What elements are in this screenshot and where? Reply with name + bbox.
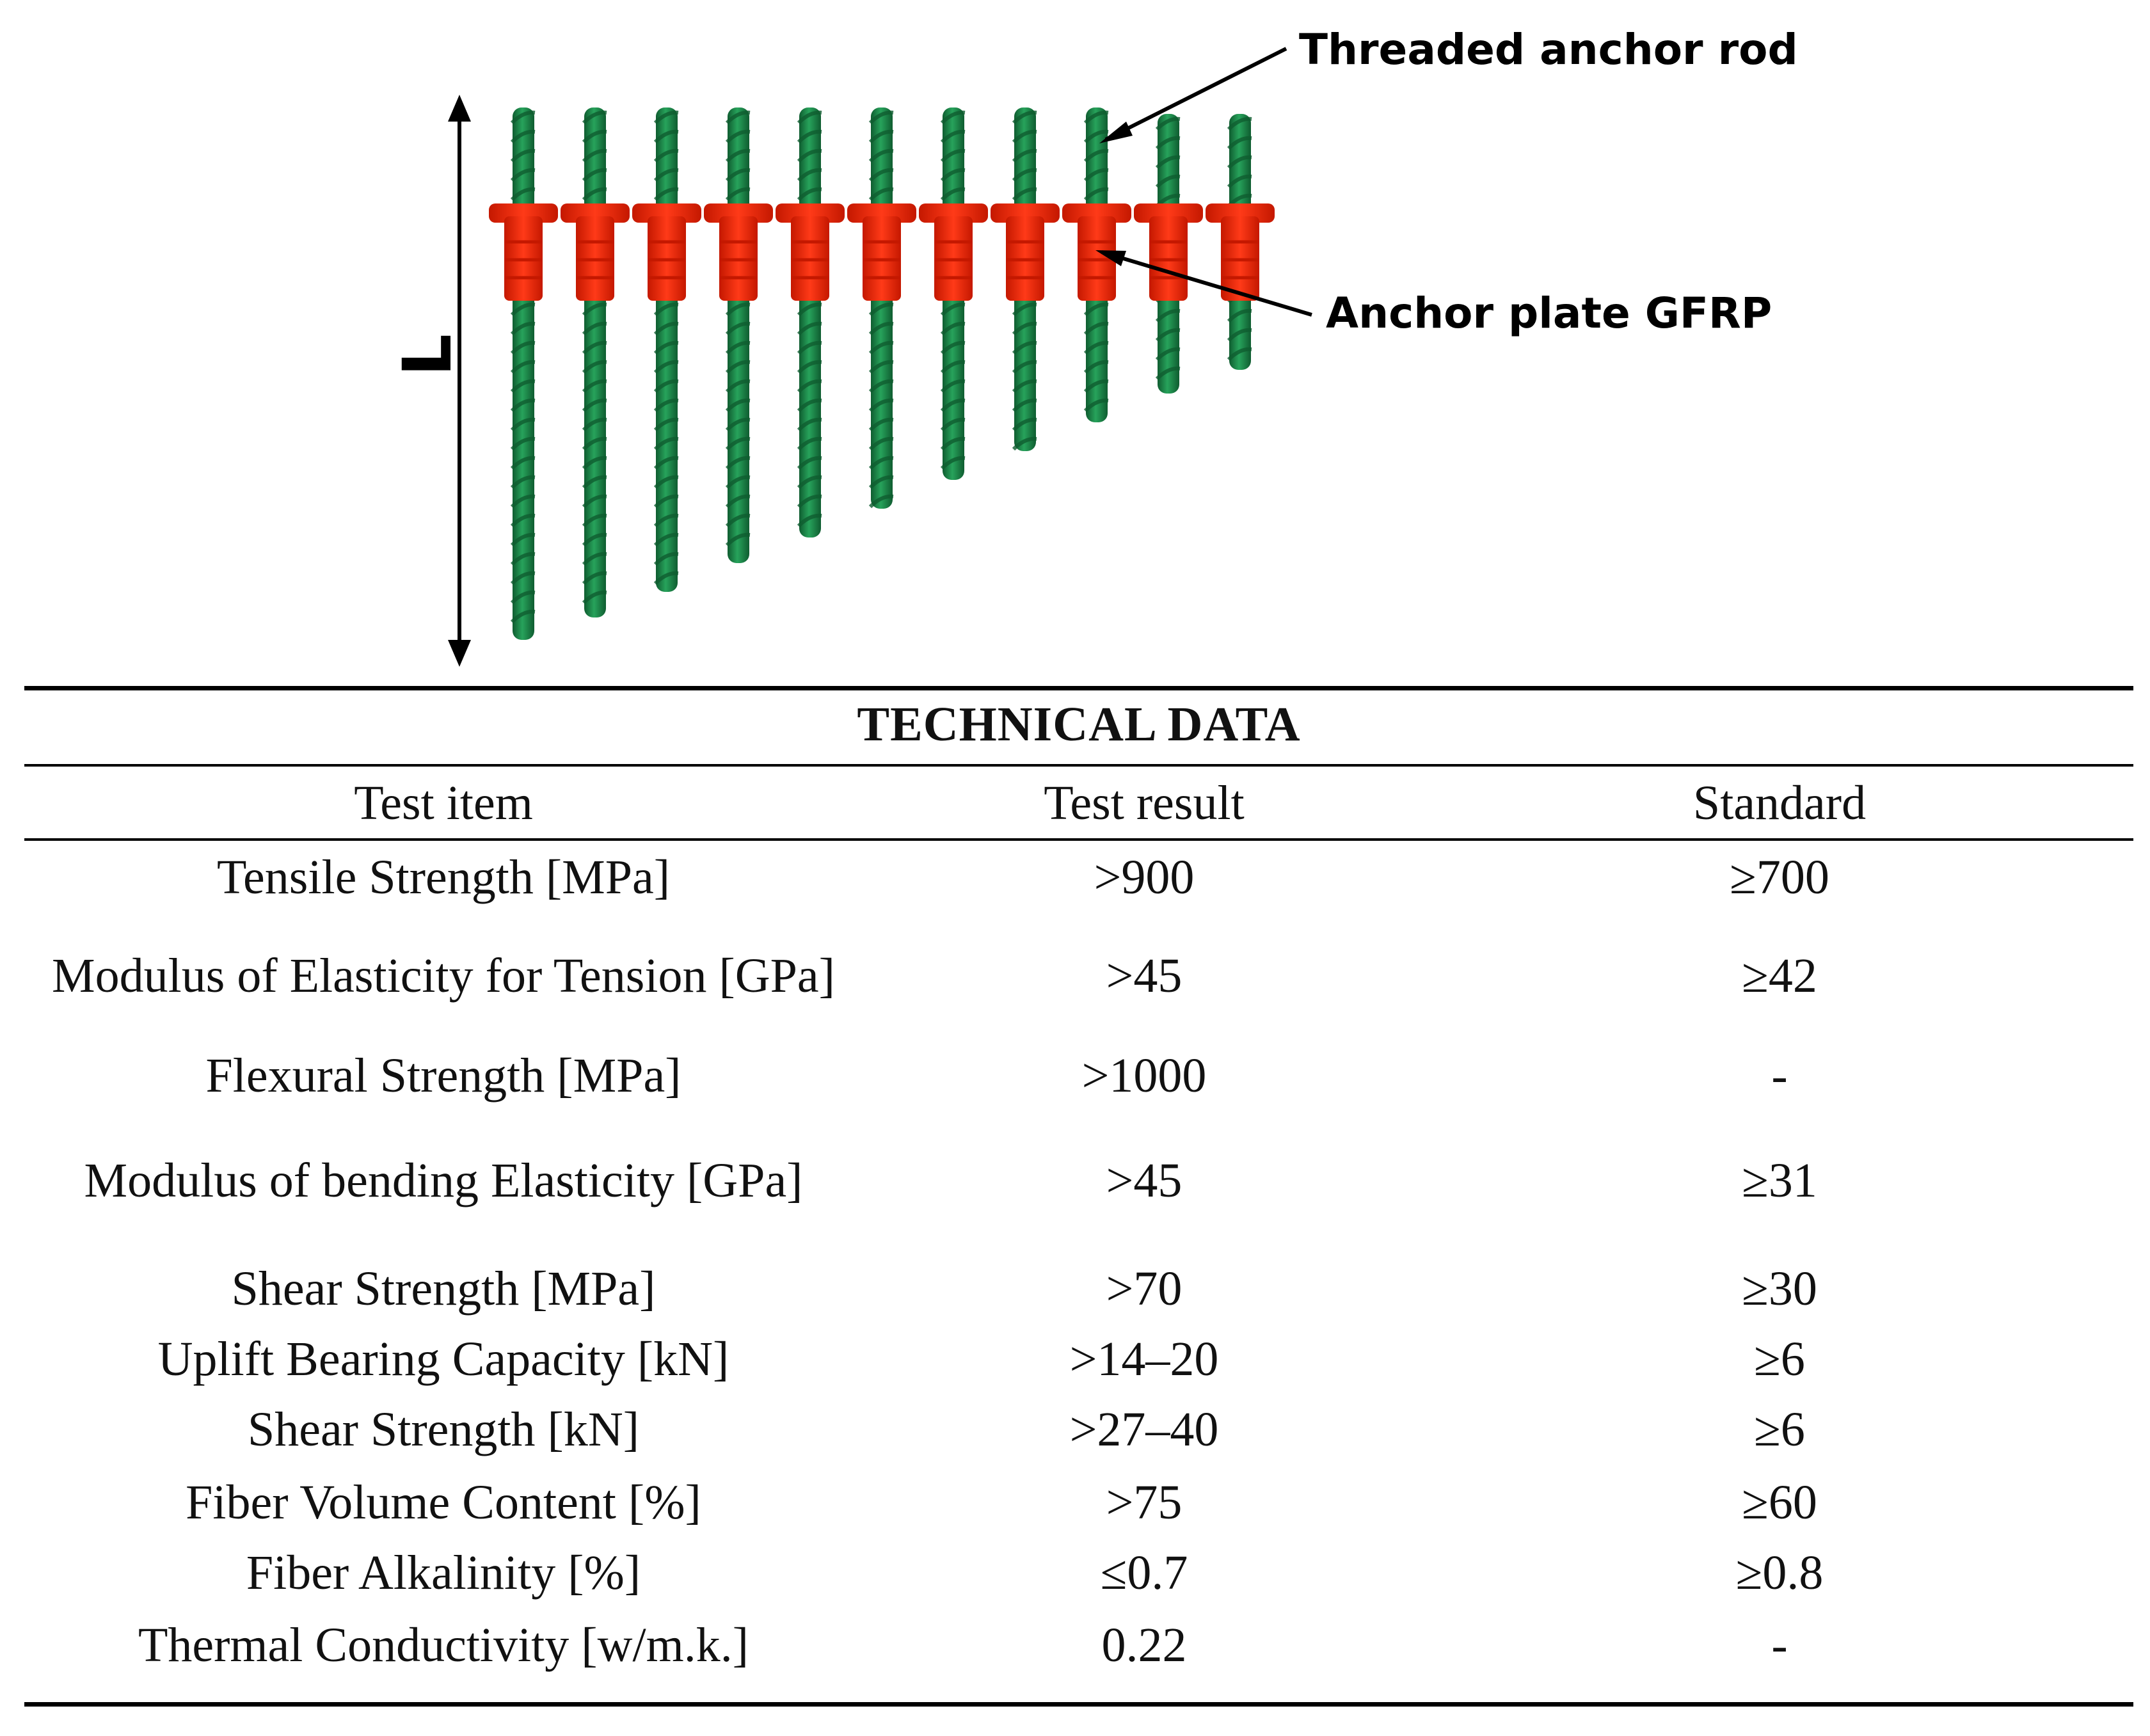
table-top-rule <box>24 686 2133 690</box>
threaded-rod <box>725 108 751 563</box>
cell-test-result: >27–40 <box>1069 1403 1219 1456</box>
cell-test-item: Tensile Strength [MPa] <box>216 850 671 904</box>
cell-test-item: Thermal Conductivity [w/m.k.] <box>138 1618 749 1672</box>
cell-standard: ≥60 <box>1742 1476 1817 1529</box>
dimension-label-l: L <box>388 334 466 376</box>
rod-callout-arrowhead <box>1099 122 1133 143</box>
anchor-rod-illustration: L Threaded anchor rod Anchor plate GFRP <box>0 0 2150 678</box>
anchor-plate <box>632 203 701 301</box>
cell-test-result: >75 <box>1106 1476 1182 1529</box>
cell-standard: ≥31 <box>1742 1154 1817 1207</box>
plate-callout-line <box>1101 250 1312 317</box>
threaded-rod <box>653 108 679 592</box>
anchor-plate <box>704 203 773 301</box>
threaded-rod <box>582 108 607 617</box>
cell-test-result: >70 <box>1106 1262 1182 1316</box>
anchor-plate <box>489 203 558 301</box>
rod-callout-line <box>1104 47 1287 141</box>
rod-callout-label: Threaded anchor rod <box>1299 25 1798 74</box>
cell-test-item: Modulus of Elasticity for Tension [GPa] <box>52 949 835 1003</box>
cell-test-item: Uplift Bearing Capacity [kN] <box>157 1332 729 1386</box>
cell-test-result: ≤0.7 <box>1100 1546 1188 1600</box>
header-test-result: Test result <box>1044 776 1245 830</box>
plate-callout-label: Anchor plate GFRP <box>1326 289 1772 338</box>
cell-test-item: Fiber Alkalinity [%] <box>246 1546 641 1600</box>
cell-test-item: Flexural Strength [MPa] <box>205 1049 681 1103</box>
header-rule <box>24 838 2133 841</box>
anchor-plate <box>776 203 845 301</box>
cell-test-item: Modulus of bending Elasticity [GPa] <box>84 1154 803 1207</box>
anchor-plate <box>1062 203 1131 301</box>
table-row: Flexural Strength [MPa] >1000 - <box>24 1040 2133 1111</box>
table-row: Modulus of bending Elasticity [GPa] >45 ≥3… <box>24 1110 2133 1251</box>
title-rule <box>24 764 2133 767</box>
cell-test-item: Fiber Volume Content [%] <box>186 1476 701 1529</box>
anchor-rod-figure: L Threaded anchor rod Anchor plate GFRP <box>388 25 1798 667</box>
header-test-item: Test item <box>354 776 533 830</box>
arrow-head-bottom <box>448 640 471 667</box>
cell-standard: ≥30 <box>1742 1262 1817 1316</box>
cell-standard: ≥700 <box>1730 850 1829 904</box>
cell-test-item: Shear Strength [MPa] <box>231 1262 656 1316</box>
plate-callout: Anchor plate GFRP <box>1095 250 1772 338</box>
table-header-row: Test item Test result Standard <box>24 768 2133 838</box>
header-standard: Standard <box>1692 776 1867 830</box>
table-title: TECHNICAL DATA <box>857 697 1301 751</box>
table-row: Tensile Strength [MPa] >900 ≥700 <box>24 841 2133 913</box>
table-row: Fiber Alkalinity [%] ≤0.7 ≥0.8 <box>24 1537 2133 1609</box>
cell-standard: - <box>1771 1049 1788 1103</box>
anchor-plate <box>561 203 630 301</box>
anchor-plate <box>991 203 1060 301</box>
cell-test-result: >14–20 <box>1069 1332 1219 1386</box>
cell-test-result: >45 <box>1106 949 1182 1003</box>
cell-standard: ≥6 <box>1754 1332 1805 1386</box>
length-dimension-arrow <box>448 95 471 667</box>
anchor-plate <box>919 203 988 301</box>
anchor-plates-group <box>489 203 1275 301</box>
cell-test-result: >1000 <box>1081 1049 1207 1103</box>
plate-callout-arrowhead <box>1095 250 1126 266</box>
table-row: Fiber Volume Content [%] >75 ≥60 <box>24 1467 2133 1538</box>
cell-test-result: >45 <box>1106 1154 1182 1207</box>
cell-test-result: >900 <box>1094 850 1195 904</box>
anchor-rods-group <box>510 108 1252 640</box>
cell-test-item: Shear Strength [kN] <box>247 1403 640 1456</box>
table-row: Thermal Conductivity [w/m.k.] 0.22 - <box>24 1609 2133 1681</box>
table-row: Uplift Bearing Capacity [kN] >14–20 ≥6 <box>24 1323 2133 1395</box>
table-bottom-rule <box>24 1702 2133 1707</box>
table-row: Shear Strength [MPa] >70 ≥30 <box>24 1253 2133 1325</box>
anchor-plate <box>1206 203 1275 301</box>
cell-standard: ≥6 <box>1754 1403 1805 1456</box>
threaded-rod <box>510 108 536 640</box>
cell-standard: - <box>1771 1618 1788 1672</box>
threaded-rod <box>797 108 822 538</box>
rod-callout: Threaded anchor rod <box>1099 25 1798 143</box>
cell-standard: ≥0.8 <box>1735 1546 1824 1600</box>
table-row: Shear Strength [kN] >27–40 ≥6 <box>24 1394 2133 1465</box>
anchor-plate <box>1134 203 1203 301</box>
anchor-plate <box>847 203 916 301</box>
threaded-rod <box>868 108 894 509</box>
cell-test-result: 0.22 <box>1101 1618 1187 1672</box>
table-row: Modulus of Elasticity for Tension [GPa] >… <box>24 912 2133 1040</box>
arrow-head-top <box>448 95 471 122</box>
cell-standard: ≥42 <box>1742 949 1817 1003</box>
